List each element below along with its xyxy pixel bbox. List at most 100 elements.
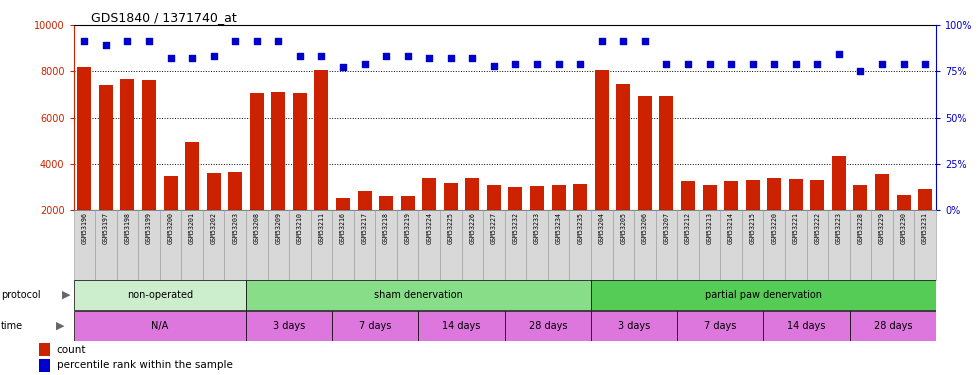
Text: 28 days: 28 days <box>528 321 567 331</box>
Text: GSM53201: GSM53201 <box>189 213 195 244</box>
Bar <box>77 66 91 257</box>
Bar <box>724 182 738 257</box>
Text: GSM53213: GSM53213 <box>707 213 712 244</box>
Text: 3 days: 3 days <box>618 321 650 331</box>
Bar <box>354 210 375 280</box>
Bar <box>763 311 850 340</box>
Bar <box>418 311 505 340</box>
Bar <box>483 210 505 280</box>
Bar <box>375 210 397 280</box>
Bar <box>789 179 803 257</box>
Bar <box>39 344 50 355</box>
Bar <box>181 210 203 280</box>
Bar <box>893 210 914 280</box>
Bar <box>505 210 526 280</box>
Bar <box>526 210 548 280</box>
Bar <box>332 311 418 340</box>
Bar <box>548 210 569 280</box>
Bar <box>224 210 246 280</box>
Bar <box>379 196 393 257</box>
Bar <box>677 311 763 340</box>
Point <box>120 39 135 45</box>
Point <box>378 53 394 59</box>
Bar <box>569 210 591 280</box>
Text: protocol: protocol <box>1 290 40 300</box>
Point <box>594 39 610 45</box>
Text: GSM53210: GSM53210 <box>297 213 303 244</box>
Bar <box>315 70 328 257</box>
Bar <box>918 189 932 257</box>
Bar <box>638 96 652 257</box>
Text: GSM53220: GSM53220 <box>771 213 777 244</box>
Bar <box>656 210 677 280</box>
Text: GSM53212: GSM53212 <box>685 213 691 244</box>
Text: count: count <box>57 345 86 354</box>
Text: GSM53216: GSM53216 <box>340 213 346 244</box>
Text: time: time <box>1 321 24 331</box>
Point <box>98 42 114 48</box>
Text: percentile rank within the sample: percentile rank within the sample <box>57 360 232 370</box>
Bar <box>336 198 350 257</box>
Point <box>809 61 825 67</box>
Bar <box>207 173 220 257</box>
Bar <box>289 210 311 280</box>
Bar <box>591 280 936 310</box>
Bar <box>591 311 677 340</box>
Bar <box>591 210 612 280</box>
Bar <box>612 210 634 280</box>
Bar <box>746 180 760 257</box>
Bar <box>246 311 332 340</box>
Point <box>896 61 911 67</box>
Text: GSM53202: GSM53202 <box>211 213 217 244</box>
Text: GSM53219: GSM53219 <box>405 213 411 244</box>
Bar <box>832 156 846 257</box>
Bar <box>785 210 807 280</box>
Point <box>421 55 437 61</box>
Bar <box>397 210 418 280</box>
Text: GSM53223: GSM53223 <box>836 213 842 244</box>
Bar <box>228 172 242 257</box>
Text: GSM53215: GSM53215 <box>750 213 756 244</box>
Text: GSM53232: GSM53232 <box>513 213 518 244</box>
Text: GSM53229: GSM53229 <box>879 213 885 244</box>
Point <box>788 61 804 67</box>
Point <box>465 55 480 61</box>
Point <box>723 61 739 67</box>
Point <box>529 61 545 67</box>
Point <box>853 68 868 74</box>
Bar <box>487 185 501 257</box>
Point <box>508 61 523 67</box>
Point <box>551 61 566 67</box>
Point <box>357 61 372 67</box>
Text: GSM53198: GSM53198 <box>124 213 130 244</box>
Bar <box>875 174 889 257</box>
Bar <box>74 311 246 340</box>
Bar <box>142 81 156 257</box>
Text: GSM53200: GSM53200 <box>168 213 173 244</box>
Bar <box>293 93 307 257</box>
Bar <box>401 196 415 257</box>
Text: N/A: N/A <box>151 321 169 331</box>
Bar <box>164 176 177 257</box>
Text: GSM53214: GSM53214 <box>728 213 734 244</box>
Point <box>206 53 221 59</box>
Text: GSM53218: GSM53218 <box>383 213 389 244</box>
Point <box>917 61 933 67</box>
Bar <box>854 185 867 257</box>
Text: GSM53224: GSM53224 <box>426 213 432 244</box>
Text: GSM53207: GSM53207 <box>663 213 669 244</box>
Bar <box>699 210 720 280</box>
Bar <box>117 210 138 280</box>
Text: 28 days: 28 days <box>873 321 912 331</box>
Bar <box>897 195 910 257</box>
Point <box>335 64 351 70</box>
Bar <box>422 178 436 257</box>
Text: GSM53225: GSM53225 <box>448 213 454 244</box>
Bar <box>138 210 160 280</box>
Bar <box>660 96 673 257</box>
Text: GSM53204: GSM53204 <box>599 213 605 244</box>
Bar <box>595 70 609 257</box>
Text: GDS1840 / 1371740_at: GDS1840 / 1371740_at <box>91 10 236 24</box>
Text: GSM53228: GSM53228 <box>858 213 863 244</box>
Point <box>702 61 717 67</box>
